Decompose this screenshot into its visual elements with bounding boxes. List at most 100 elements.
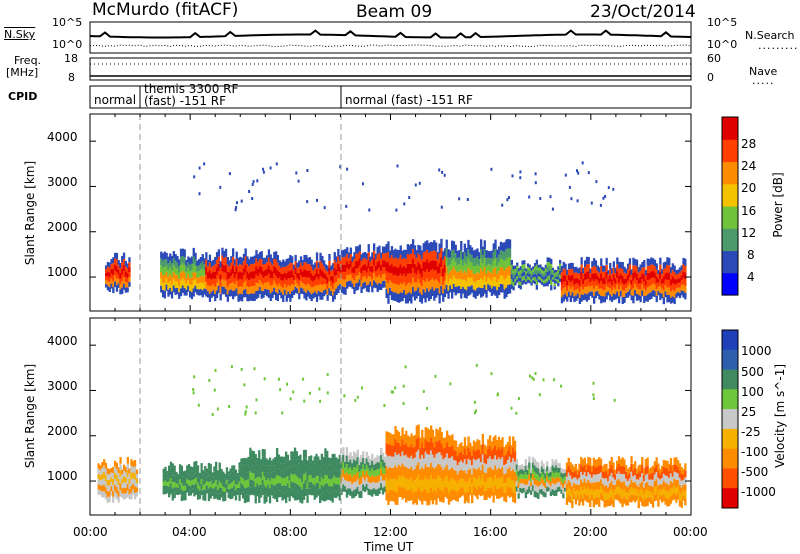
heatmap-cell xyxy=(331,462,334,471)
heatmap-cell xyxy=(401,267,404,276)
heatmap-cell xyxy=(452,258,456,267)
heatmap-cell xyxy=(533,484,536,491)
heatmap-cell xyxy=(547,476,551,481)
heatmap-cell xyxy=(616,291,619,299)
heatmap-cell xyxy=(673,471,676,479)
heatmap-cell xyxy=(167,283,170,290)
heatmap-cell xyxy=(635,473,639,480)
heatmap-cell xyxy=(505,239,508,250)
heatmap-cell xyxy=(112,484,115,491)
heatmap-cell xyxy=(183,272,186,281)
heatmap-cell xyxy=(299,275,303,282)
heatmap-cell xyxy=(368,208,371,212)
heatmap-cell xyxy=(317,262,320,268)
heatmap-cell xyxy=(599,479,603,486)
heatmap-cell xyxy=(314,279,317,286)
heatmap-cell xyxy=(99,485,102,491)
heatmap-cell xyxy=(403,487,406,498)
heatmap-cell xyxy=(605,278,608,286)
heatmap-cell xyxy=(564,269,567,276)
heatmap-cell xyxy=(451,445,454,457)
heatmap-cell xyxy=(361,386,363,390)
heatmap-cell xyxy=(408,196,411,199)
heatmap-cell xyxy=(165,252,168,260)
heatmap-cell xyxy=(592,381,595,385)
heatmap-cell xyxy=(306,467,309,475)
heatmap-cell xyxy=(657,492,660,500)
heatmap-cell xyxy=(319,459,322,468)
heatmap-cell xyxy=(556,472,560,478)
heatmap-cell xyxy=(394,283,397,293)
heatmap-cell xyxy=(535,259,538,265)
heatmap-cell xyxy=(258,476,261,486)
heatmap-cell xyxy=(542,267,546,271)
heatmap-cell xyxy=(571,471,574,479)
heatmap-cell xyxy=(209,487,212,493)
heatmap-cell xyxy=(601,472,604,478)
heatmap-cell xyxy=(376,468,379,476)
heatmap-cell xyxy=(233,265,237,272)
heatmap-cell xyxy=(161,282,165,290)
heatmap-cell xyxy=(367,252,370,261)
heatmap-cell xyxy=(256,483,259,490)
heatmap-cell xyxy=(427,281,431,292)
heatmap-cell xyxy=(260,290,263,299)
heatmap-cell xyxy=(263,377,266,381)
heatmap-cell xyxy=(172,278,175,286)
heatmap-cell xyxy=(406,263,409,274)
heatmap-cell xyxy=(310,259,313,267)
heatmap-cell xyxy=(433,478,436,490)
heatmap-cell xyxy=(648,259,651,266)
heatmap-cell xyxy=(291,270,294,278)
heatmap-cell xyxy=(431,454,435,467)
heatmap-cell xyxy=(287,271,290,279)
heatmap-cell xyxy=(454,278,457,287)
heatmap-cell xyxy=(642,500,646,507)
heatmap-cell xyxy=(684,491,687,499)
heatmap-cell xyxy=(467,267,470,278)
heatmap-cell xyxy=(433,290,436,301)
heatmap-cell xyxy=(530,473,533,478)
heatmap-cell xyxy=(294,261,297,268)
heatmap-cell xyxy=(307,290,310,297)
heatmap-cell xyxy=(580,272,583,280)
heatmap-cell xyxy=(234,495,238,501)
heatmap-cell xyxy=(246,293,249,302)
heatmap-cell xyxy=(320,469,323,477)
heatmap-cell xyxy=(283,456,286,464)
heatmap-cell xyxy=(273,266,276,274)
heatmap-cell xyxy=(249,256,253,264)
heatmap-cell xyxy=(514,275,517,279)
heatmap-cell xyxy=(397,285,401,294)
heatmap-cell xyxy=(290,473,293,482)
heatmap-cell xyxy=(356,268,360,276)
heatmap-cell xyxy=(641,497,644,506)
heatmap-cell xyxy=(207,488,211,495)
heatmap-cell xyxy=(628,264,632,271)
heatmap-cell xyxy=(257,268,260,276)
heatmap-cell xyxy=(267,459,270,466)
heatmap-cell xyxy=(203,264,206,271)
velocity-cbar-tick: -1000 xyxy=(741,485,776,499)
heatmap-cell xyxy=(266,289,269,297)
heatmap-cell xyxy=(252,451,256,459)
heatmap-cell xyxy=(445,248,448,258)
heatmap-cell xyxy=(435,492,438,505)
heatmap-cell xyxy=(189,277,192,285)
heatmap-cell xyxy=(128,262,131,268)
heatmap-cell xyxy=(650,257,653,265)
heatmap-cell xyxy=(415,438,418,452)
heatmap-cell xyxy=(605,264,608,272)
heatmap-cell xyxy=(635,287,639,294)
heatmap-cell xyxy=(542,469,545,475)
heatmap-cell xyxy=(513,440,517,452)
heatmap-cell xyxy=(327,471,331,479)
heatmap-cell xyxy=(392,479,395,491)
heatmap-cell xyxy=(270,472,273,478)
heatmap-cell xyxy=(496,282,499,291)
heatmap-cell xyxy=(412,493,415,505)
heatmap-cell xyxy=(362,258,365,265)
heatmap-cell xyxy=(443,280,447,289)
heatmap-cell xyxy=(296,288,299,294)
heatmap-cell xyxy=(356,471,359,480)
